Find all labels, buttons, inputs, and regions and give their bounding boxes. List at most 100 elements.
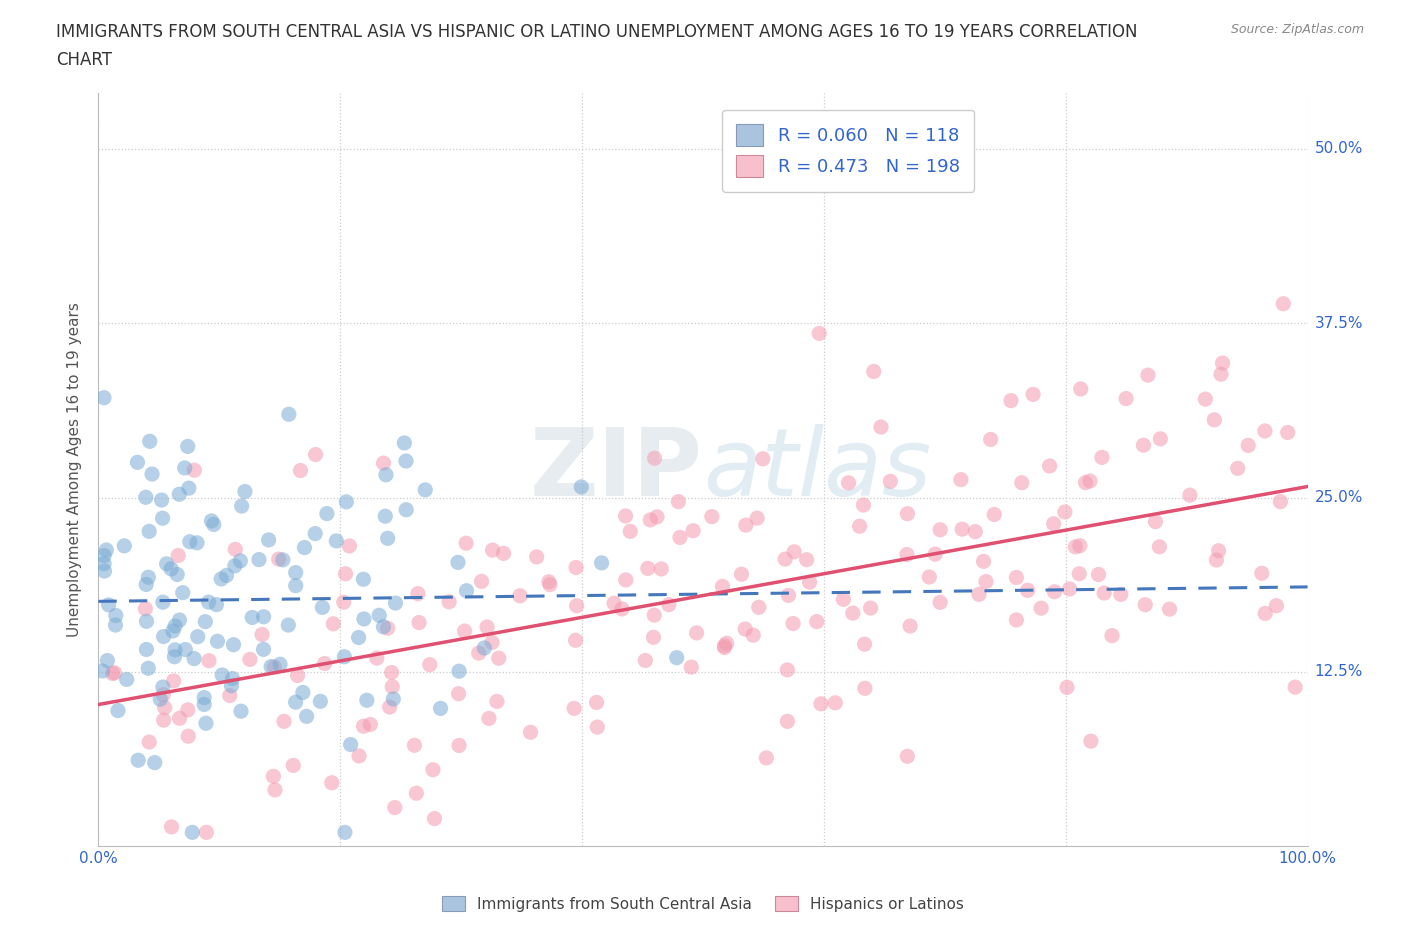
Point	[315, 506, 337, 521]
Point	[127, 752, 149, 767]
Point	[1078, 473, 1101, 488]
Legend: Immigrants from South Central Asia, Hispanics or Latinos: Immigrants from South Central Asia, Hisp…	[436, 889, 970, 918]
Point	[233, 485, 256, 499]
Point	[287, 668, 309, 683]
Point	[519, 724, 541, 739]
Point	[202, 517, 225, 532]
Point	[179, 535, 201, 550]
Point	[898, 618, 921, 633]
Point	[155, 556, 177, 571]
Point	[586, 720, 609, 735]
Point	[404, 737, 426, 752]
Point	[127, 455, 149, 470]
Point	[735, 518, 758, 533]
Point	[1226, 461, 1249, 476]
Point	[160, 819, 183, 834]
Point	[339, 538, 361, 553]
Point	[643, 630, 665, 644]
Point	[269, 657, 291, 671]
Legend: R = 0.060   N = 118, R = 0.473   N = 198: R = 0.060 N = 118, R = 0.473 N = 198	[721, 110, 974, 192]
Point	[488, 651, 510, 666]
Point	[253, 609, 276, 624]
Point	[257, 533, 280, 548]
Point	[472, 641, 495, 656]
Point	[183, 651, 205, 666]
Point	[782, 616, 804, 631]
Point	[1064, 539, 1087, 554]
Point	[195, 825, 218, 840]
Point	[1056, 680, 1078, 695]
Point	[645, 510, 668, 525]
Point	[177, 481, 200, 496]
Point	[352, 572, 374, 587]
Point	[1144, 514, 1167, 529]
Point	[1136, 367, 1159, 382]
Point	[949, 472, 972, 487]
Point	[783, 544, 806, 559]
Point	[1194, 392, 1216, 406]
Point	[138, 524, 160, 538]
Point	[103, 665, 125, 680]
Point	[973, 554, 995, 569]
Point	[1254, 423, 1277, 438]
Point	[377, 531, 399, 546]
Point	[366, 651, 388, 666]
Point	[381, 665, 404, 680]
Point	[229, 704, 252, 719]
Point	[713, 640, 735, 655]
Point	[564, 633, 586, 648]
Point	[974, 574, 997, 589]
Point	[205, 597, 228, 612]
Point	[229, 553, 252, 568]
Point	[1250, 565, 1272, 580]
Point	[166, 567, 188, 582]
Point	[135, 614, 157, 629]
Text: Source: ZipAtlas.com: Source: ZipAtlas.com	[1230, 23, 1364, 36]
Point	[209, 572, 232, 587]
Point	[260, 659, 283, 674]
Point	[810, 697, 832, 711]
Point	[347, 749, 370, 764]
Point	[1017, 583, 1039, 598]
Point	[640, 512, 662, 527]
Text: 12.5%: 12.5%	[1315, 664, 1362, 680]
Point	[163, 649, 186, 664]
Point	[413, 483, 436, 498]
Point	[252, 642, 274, 657]
Point	[1092, 586, 1115, 601]
Point	[669, 530, 692, 545]
Point	[193, 698, 215, 712]
Point	[419, 658, 441, 672]
Point	[1149, 539, 1171, 554]
Point	[853, 681, 876, 696]
Point	[177, 702, 200, 717]
Point	[730, 566, 752, 581]
Point	[437, 594, 460, 609]
Point	[135, 642, 157, 657]
Point	[537, 575, 560, 590]
Point	[1284, 680, 1306, 695]
Point	[658, 597, 681, 612]
Point	[734, 621, 756, 636]
Point	[96, 542, 118, 557]
Point	[610, 602, 633, 617]
Point	[776, 662, 799, 677]
Point	[745, 511, 768, 525]
Point	[134, 602, 156, 617]
Point	[478, 711, 501, 725]
Point	[665, 650, 688, 665]
Point	[143, 755, 166, 770]
Point	[1254, 606, 1277, 621]
Point	[378, 699, 401, 714]
Point	[1277, 425, 1299, 440]
Point	[138, 434, 160, 449]
Point	[1080, 734, 1102, 749]
Point	[215, 568, 238, 583]
Point	[852, 498, 875, 512]
Point	[138, 735, 160, 750]
Point	[447, 555, 470, 570]
Point	[585, 695, 607, 710]
Point	[859, 601, 882, 616]
Point	[333, 649, 356, 664]
Point	[1109, 587, 1132, 602]
